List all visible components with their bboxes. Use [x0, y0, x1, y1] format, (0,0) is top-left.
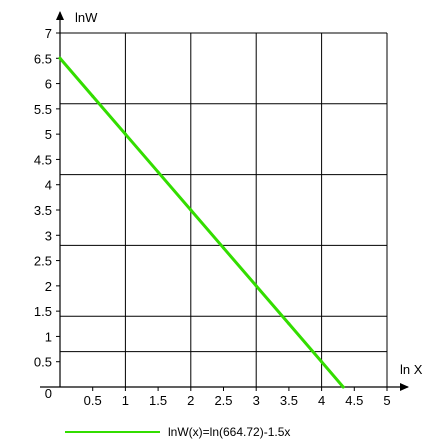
y-tick-label: 2	[45, 279, 52, 294]
data-point	[320, 360, 324, 364]
y-tick-label: 4	[45, 178, 52, 193]
y-tick-label: 7	[45, 26, 52, 41]
data-point	[222, 246, 225, 250]
data-point	[156, 170, 160, 174]
data-point	[58, 56, 62, 60]
data-point	[341, 385, 345, 389]
x-axis-arrow	[400, 383, 409, 391]
x-tick-label: 1	[122, 393, 129, 408]
x-axis-label: ln X	[400, 362, 423, 377]
y-axis-label: lnW	[75, 10, 98, 25]
x-tick-label: 1.5	[149, 393, 167, 408]
tick-labels: 0 0.5 1 1.5 2 2.5 3 3.5 4 4.5 5 5.5 6 6.5 7 0.5 1 1.5 2 2.5…	[34, 26, 391, 408]
y-tick-label: 6	[45, 77, 52, 92]
y-tick-label: 5	[45, 127, 52, 142]
x-tick-label: 3	[253, 393, 260, 408]
data-point	[91, 94, 95, 98]
axes	[40, 11, 409, 391]
y-tick-label: 3	[45, 228, 52, 243]
legend: lnW(x)=ln(664.72)-1.5x	[65, 425, 290, 439]
data-point	[254, 284, 258, 288]
data-point	[287, 322, 291, 326]
y-tick-label: 0	[45, 386, 52, 401]
x-tick-label: 4.5	[345, 393, 363, 408]
y-tick-label: 0.5	[34, 355, 52, 370]
x-tick-label: 0.5	[84, 393, 102, 408]
y-tick-label: 6.5	[34, 51, 52, 66]
y-tick-label: 2.5	[34, 254, 52, 269]
y-tick-label: 1.5	[34, 304, 52, 319]
y-tick-label: 4.5	[34, 152, 52, 167]
series-layer	[58, 56, 345, 389]
series-line	[58, 56, 345, 389]
y-tick-label: 3.5	[34, 203, 52, 218]
legend-label: lnW(x)=ln(664.72)-1.5x	[168, 425, 290, 439]
x-tick-label: 2.5	[214, 393, 232, 408]
data-point	[189, 208, 193, 212]
grid	[60, 32, 388, 387]
data-point	[123, 132, 127, 136]
x-tick-label: 5	[383, 393, 390, 408]
x-tick-label: 2	[187, 393, 194, 408]
y-axis-arrow	[56, 11, 64, 20]
y-tick-label: 5.5	[34, 102, 52, 117]
y-tick-label: 1	[45, 329, 52, 344]
x-tick-label: 3.5	[280, 393, 298, 408]
x-tick-label: 4	[318, 393, 325, 408]
